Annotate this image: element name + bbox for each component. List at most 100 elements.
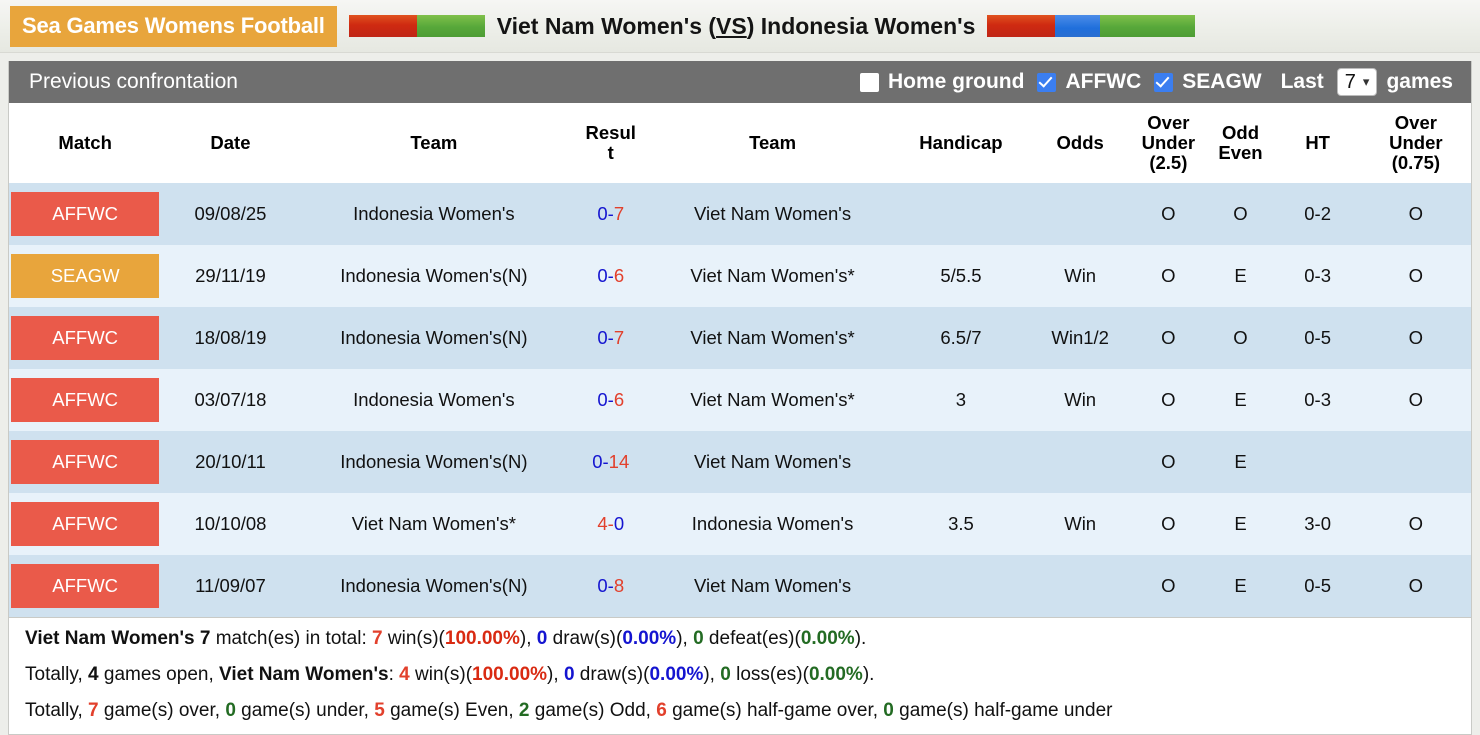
away-team[interactable]: Indonesia Women's (653, 492, 892, 555)
summary-open-win-pct: 100.00% (472, 663, 548, 685)
summary-l1-t1: match(es) in total: (210, 627, 373, 649)
col-ht[interactable]: HT (1274, 103, 1361, 183)
half-time-score (1274, 430, 1361, 493)
options-controls: Home ground AFFWC SEAGW Last 7 ▾ games (859, 68, 1457, 96)
games-count-value: 7 (1344, 70, 1356, 93)
odd-even-value: E (1206, 244, 1275, 307)
col-date[interactable]: Date (161, 103, 300, 183)
match-result: 0-8 (568, 554, 654, 617)
summary-l2-t0: Totally, (25, 663, 89, 685)
page-root: Sea Games Womens Football Viet Nam Women… (0, 0, 1480, 628)
odds-value: Win (1030, 368, 1131, 431)
summary-open-team: Viet Nam Women's (219, 663, 389, 685)
summary-open-loss-pct: 0.00% (808, 663, 863, 685)
home-ground-checkbox[interactable] (859, 72, 879, 92)
table-row[interactable]: AFFWC 18/08/19 Indonesia Women's(N) 0-7 Viet… (9, 306, 1471, 369)
match-result: 0-6 (568, 244, 654, 307)
handicap-value (891, 430, 1031, 493)
summary-even: 5 (374, 699, 385, 721)
affwc-checkbox[interactable] (1037, 72, 1057, 92)
odds-value: Win (1030, 492, 1131, 555)
col-team-home[interactable]: Team (299, 103, 569, 183)
score-separator: - (607, 574, 614, 596)
summary-l3-t4: game(s) Odd, (529, 699, 657, 721)
summary-l1-t5: ), (676, 627, 694, 649)
handicap-value: 3.5 (891, 492, 1031, 555)
col-ou075-line3: (0.75) (1391, 151, 1441, 173)
summary-draw-pct: 0.00% (622, 627, 677, 649)
match-competition-cell[interactable]: AFFWC (9, 368, 162, 431)
away-team[interactable]: Viet Nam Women's (653, 182, 892, 245)
match-competition-cell[interactable]: AFFWC (9, 182, 162, 245)
handicap-value (891, 182, 1031, 245)
summary-total-matches: 7 (199, 627, 211, 649)
match-competition-cell[interactable]: AFFWC (9, 492, 162, 555)
games-count-select[interactable]: 7 ▾ (1336, 68, 1378, 96)
col-match[interactable]: Match (9, 103, 162, 183)
col-ou25-line3: (2.5) (1149, 151, 1188, 173)
over-under-25-value: O (1130, 306, 1207, 369)
match-result: 4-0 (568, 492, 654, 555)
col-odd-even[interactable]: Odd Even (1206, 103, 1275, 183)
summary-open-games: 4 (88, 663, 99, 685)
home-team[interactable]: Indonesia Women's(N) (299, 554, 569, 617)
match-title-home: Viet Nam Women's ( (496, 12, 717, 39)
table-row[interactable]: AFFWC 10/10/08 Viet Nam Women's* 4-0 Indones… (9, 492, 1471, 555)
away-team[interactable]: Viet Nam Women's (653, 430, 892, 493)
summary-block: Viet Nam Women's 7 match(es) in total: 7… (9, 616, 1471, 734)
summary-line-total: Viet Nam Women's 7 match(es) in total: 7… (25, 629, 1457, 648)
score-right: 6 (613, 388, 625, 410)
seagw-checkbox[interactable] (1154, 72, 1174, 92)
home-team[interactable]: Indonesia Women's(N) (299, 430, 569, 493)
odds-value (1030, 554, 1131, 617)
col-over-under-25[interactable]: Over Under (2.5) (1130, 103, 1207, 183)
col-over-under-075[interactable]: Over Under (0.75) (1360, 103, 1471, 183)
half-time-score: 0-3 (1274, 368, 1361, 431)
competition-badge: SEAGW (11, 253, 160, 298)
home-team[interactable]: Indonesia Women's(N) (299, 306, 569, 369)
away-team[interactable]: Viet Nam Women's* (653, 306, 892, 369)
half-time-score: 0-2 (1274, 182, 1361, 245)
score-left: 0 (597, 574, 608, 596)
team-color-bar-left (348, 15, 485, 37)
competition-badge: AFFWC (11, 439, 160, 484)
col-team-away[interactable]: Team (653, 103, 892, 183)
over-under-075-value: O (1360, 244, 1471, 307)
summary-l2-t7: loss(es)( (730, 663, 809, 685)
match-date: 10/10/08 (161, 492, 300, 555)
away-team[interactable]: Viet Nam Women's* (653, 244, 892, 307)
match-result: 0-6 (568, 368, 654, 431)
score-right: 8 (613, 574, 625, 596)
match-competition-cell[interactable]: AFFWC (9, 306, 162, 369)
match-competition-cell[interactable]: AFFWC (9, 554, 162, 617)
home-team[interactable]: Indonesia Women's(N) (299, 244, 569, 307)
table-row[interactable]: AFFWC 20/10/11 Indonesia Women's(N) 0-14 Vie… (9, 430, 1471, 493)
match-date: 03/07/18 (161, 368, 300, 431)
home-team[interactable]: Indonesia Women's (299, 182, 569, 245)
score-left: 0 (597, 388, 608, 410)
home-team[interactable]: Viet Nam Women's* (299, 492, 569, 555)
match-competition-cell[interactable]: SEAGW (9, 244, 162, 307)
table-row[interactable]: AFFWC 09/08/25 Indonesia Women's 0-7 Viet Na… (9, 182, 1471, 245)
col-odds[interactable]: Odds (1030, 103, 1131, 183)
match-result: 0-7 (568, 306, 654, 369)
table-row[interactable]: SEAGW 29/11/19 Indonesia Women's(N) 0-6 Viet… (9, 244, 1471, 307)
league-badge[interactable]: Sea Games Womens Football (10, 5, 337, 47)
over-under-075-value (1360, 430, 1471, 493)
color-swatch-green-2 (1100, 15, 1196, 37)
match-date: 20/10/11 (161, 430, 300, 493)
table-row[interactable]: AFFWC 03/07/18 Indonesia Women's 0-6 Viet Na… (9, 368, 1471, 431)
table-row[interactable]: AFFWC 11/09/07 Indonesia Women's(N) 0-8 Viet… (9, 554, 1471, 617)
match-date: 11/09/07 (161, 554, 300, 617)
away-team[interactable]: Viet Nam Women's (653, 554, 892, 617)
match-competition-cell[interactable]: AFFWC (9, 430, 162, 493)
last-label: Last (1280, 70, 1324, 93)
away-team[interactable]: Viet Nam Women's* (653, 368, 892, 431)
competition-badge: AFFWC (11, 501, 160, 546)
competition-badge: AFFWC (11, 191, 160, 236)
match-date: 18/08/19 (161, 306, 300, 369)
home-team[interactable]: Indonesia Women's (299, 368, 569, 431)
col-result[interactable]: Resul t (568, 103, 654, 183)
col-handicap[interactable]: Handicap (891, 103, 1031, 183)
score-separator: - (607, 264, 614, 286)
